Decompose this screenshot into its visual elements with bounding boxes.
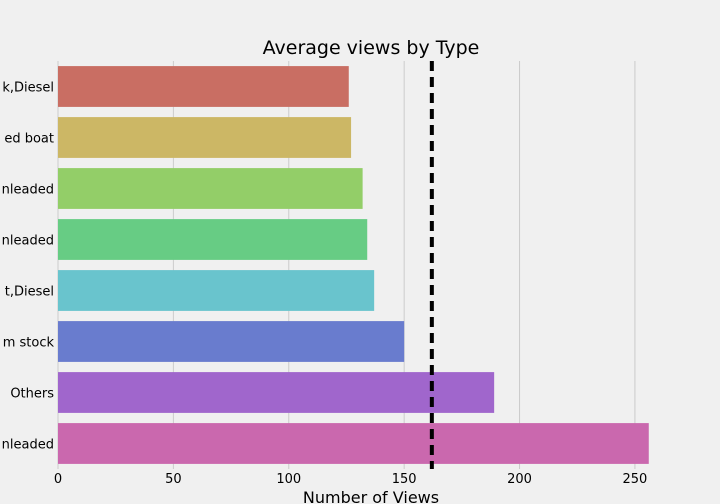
y-tick-label: k,Diesel (2, 81, 54, 96)
chart-title: Average views by Type (263, 37, 480, 59)
y-tick-label: nleaded (2, 438, 54, 453)
x-tick-labels: 0 50 100 150 200 250 (54, 472, 647, 487)
y-tick-label: nleaded (2, 234, 54, 249)
bar (58, 372, 495, 413)
bar (58, 168, 363, 209)
x-tick-label: 250 (623, 472, 648, 487)
x-tick-label: 50 (165, 472, 182, 487)
bar (58, 66, 349, 107)
bar (58, 423, 649, 464)
x-tick-label: 0 (54, 472, 62, 487)
y-tick-label: Others (10, 387, 54, 402)
x-tick-label: 200 (507, 472, 532, 487)
x-tick-label: 150 (392, 472, 417, 487)
bar (58, 270, 375, 311)
y-tick-labels: k,Diesel ed boat nleaded nleaded t,Diesel m s… (2, 81, 55, 453)
y-tick-label: m stock (3, 336, 55, 351)
y-tick-label: nleaded (2, 183, 54, 198)
bar (58, 321, 405, 362)
x-tick-label: 100 (276, 472, 301, 487)
bar (58, 117, 352, 158)
y-tick-label: t,Diesel (5, 285, 54, 300)
bars (58, 66, 649, 464)
x-axis-label: Number of Views (303, 488, 439, 504)
y-tick-label: ed boat (4, 132, 54, 147)
bar (58, 219, 368, 260)
